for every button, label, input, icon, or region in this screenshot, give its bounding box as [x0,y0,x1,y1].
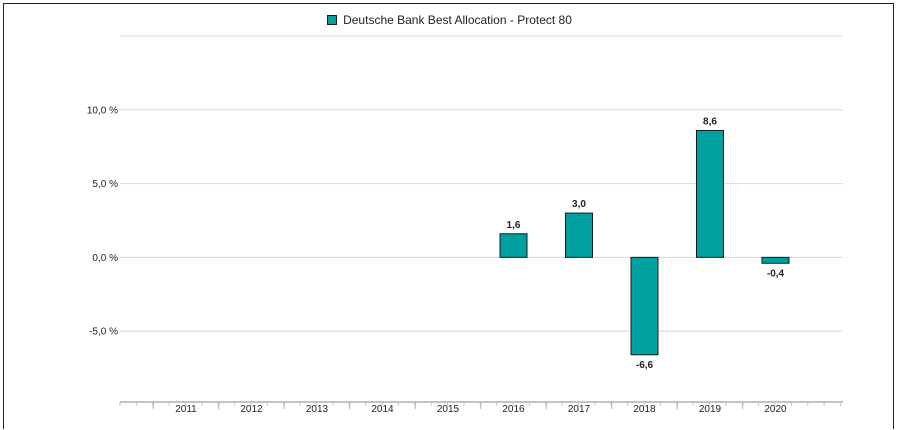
bar [499,233,528,258]
x-tick-label: 2012 [240,404,263,415]
x-tick-label: 2013 [306,404,329,415]
x-tick-label: 2014 [371,404,394,415]
x-tick-label: 2018 [633,404,656,415]
data-label: -0,4 [767,268,785,279]
x-tick-label: 2019 [699,404,722,415]
y-tick-label: 5,0 % [92,179,118,190]
chart-legend: Deutsche Bank Best Allocation - Protect … [0,13,899,27]
x-tick-label: 2020 [764,404,787,415]
y-tick-label: -5,0 % [89,327,118,338]
x-tick-label: 2011 [175,404,197,415]
legend-swatch [327,15,338,25]
bar [761,256,790,264]
x-tick-label: 2017 [568,404,591,415]
y-tick-label: 10,0 % [87,105,118,116]
bar [565,212,593,258]
data-label: 1,6 [507,220,521,231]
legend-label: Deutsche Bank Best Allocation - Protect … [343,13,572,27]
x-tick-label: 2016 [502,404,525,415]
data-label: 3,0 [572,199,586,210]
bar [630,256,659,356]
x-tick-label: 2015 [437,404,460,415]
y-tick-label: 0,0 % [92,253,118,264]
data-label: 8,6 [703,116,717,127]
bar [696,129,724,258]
chart-frame [3,3,894,429]
data-label: -6,6 [636,360,654,371]
